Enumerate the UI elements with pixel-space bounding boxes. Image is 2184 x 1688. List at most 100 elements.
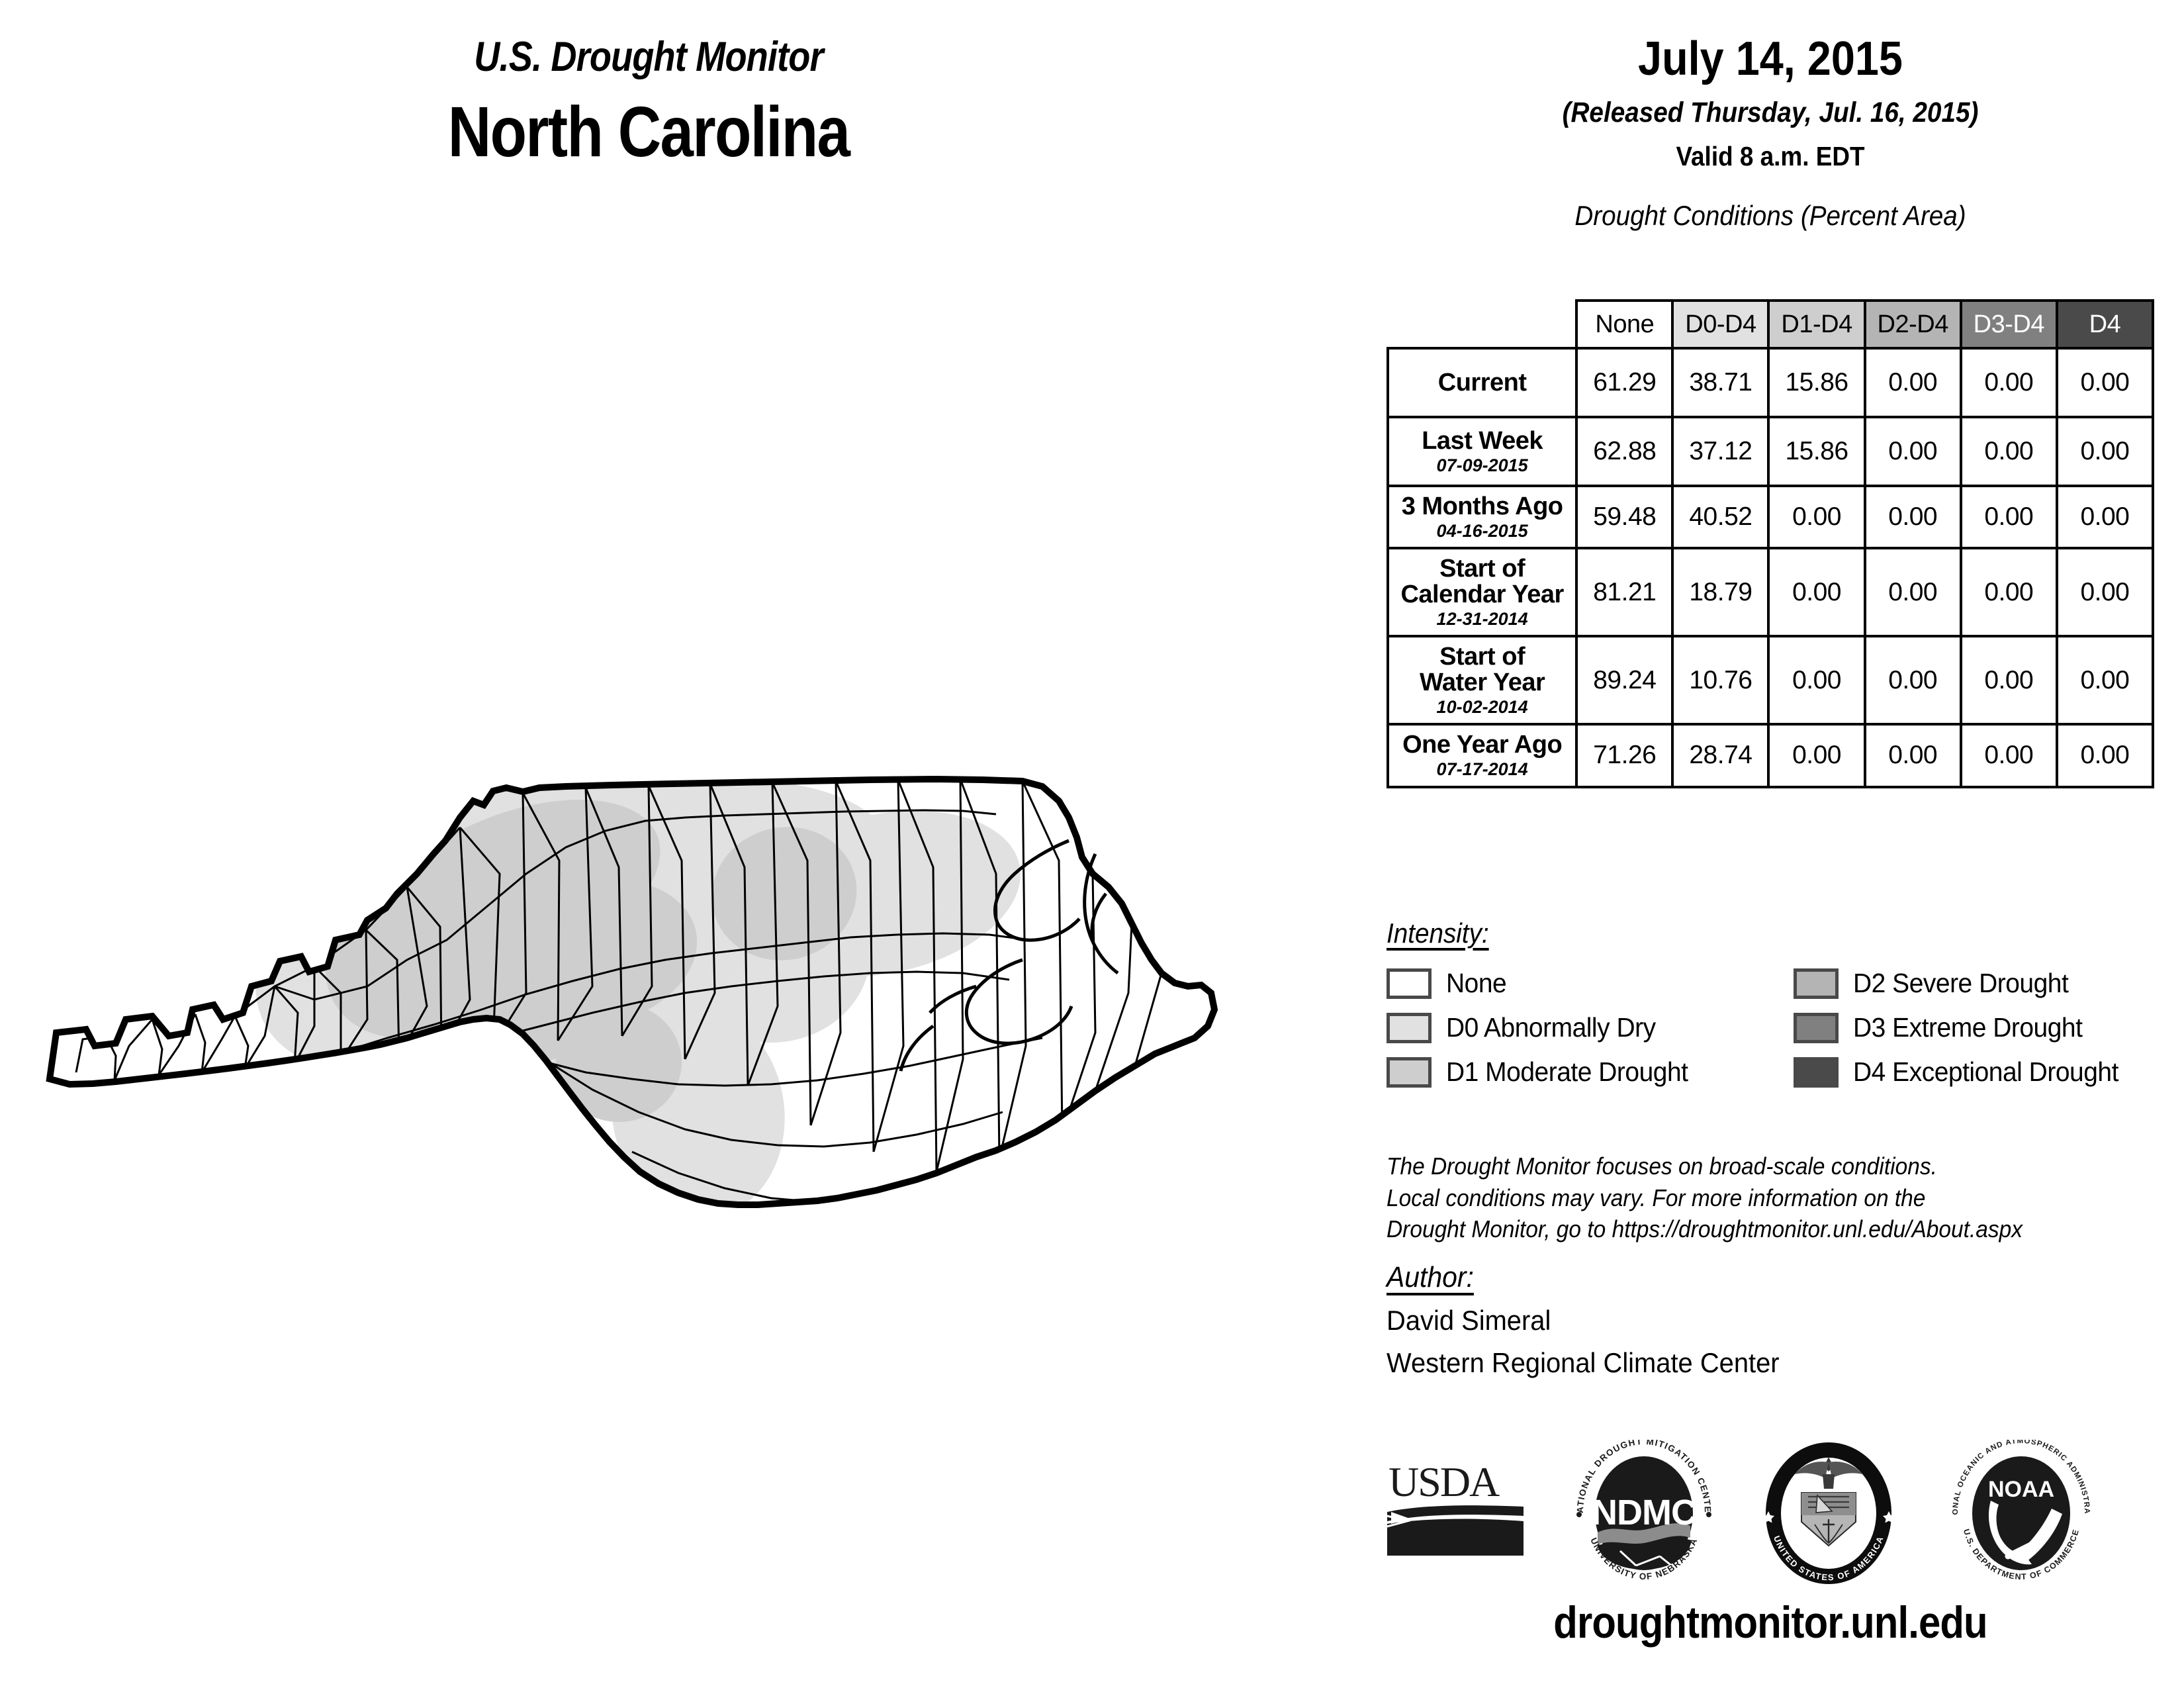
col-header-d1d4[interactable]: D1-D4 [1767,299,1866,350]
valid-date: July 14, 2015 [1638,32,1903,85]
svg-text:NDMC: NDMC [1592,1493,1696,1532]
table-header-row: None D0-D4 D1-D4 D2-D4 D3-D4 D4 [1388,299,2155,350]
row-label-last-week: Last Week 07-09-2015 [1386,416,1578,487]
cell-lastweek-d4: 0.00 [2055,416,2155,487]
col-header-d0d4[interactable]: D0-D4 [1671,299,1770,350]
row-label-start-calendar-year: Start of Calendar Year 12-31-2014 [1386,547,1578,638]
cell-wateryear-none: 89.24 [1575,635,1674,726]
author-heading: Author: [1387,1261,1474,1293]
cell-current-d4: 0.00 [2055,347,2155,418]
cell-oneyear-d1d4: 0.00 [1767,723,1866,788]
swatch-d4-icon [1794,1056,1839,1088]
cell-calyear-d4: 0.00 [2055,547,2155,638]
col-header-d2d4[interactable]: D2-D4 [1863,299,1962,350]
cell-3months-d4: 0.00 [2055,484,2155,550]
swatch-none-icon [1387,968,1432,999]
legend-item-d3[interactable]: D3 Extreme Drought [1794,1012,2181,1043]
legend-label-d2: D2 Severe Drought [1853,968,2069,998]
cell-3months-d0d4: 40.52 [1671,484,1770,550]
cell-oneyear-none: 71.26 [1575,723,1674,788]
cell-current-d2d4: 0.00 [1863,347,1962,418]
legend-label-d0: D0 Abnormally Dry [1446,1012,1656,1043]
state-outline [46,775,1218,1208]
cell-lastweek-d3d4: 0.00 [1959,416,2058,487]
disclaimer-block: The Drought Monitor focuses on broad-sca… [1387,1150,2167,1245]
legend-item-d4[interactable]: D4 Exceptional Drought [1794,1056,2181,1088]
legend-item-none[interactable]: None [1387,968,1794,999]
cell-oneyear-d4: 0.00 [2055,723,2155,788]
cell-wateryear-d3d4: 0.00 [1959,635,2058,726]
cell-oneyear-d3d4: 0.00 [1959,723,2058,788]
intensity-legend: Intensity: None D2 Severe Drought D0 Abn… [1387,917,2181,1088]
agency-logos: USDA NDMC NATIONAL DROUGHT MITI [1357,1432,2184,1590]
cell-calyear-d3d4: 0.00 [1959,547,2058,638]
cell-current-d1d4: 15.86 [1767,347,1866,418]
cell-lastweek-d0d4: 37.12 [1671,416,1770,487]
cell-wateryear-d2d4: 0.00 [1863,635,1962,726]
cell-wateryear-d1d4: 0.00 [1767,635,1866,726]
release-date: (Released Thursday, Jul. 16, 2015) [1562,97,1979,128]
svg-text:USDA: USDA [1388,1458,1500,1505]
valid-time: Valid 8 a.m. EDT [1676,141,1865,171]
col-header-d3d4[interactable]: D3-D4 [1959,299,2058,350]
swatch-d3-icon [1794,1012,1839,1043]
legend-label-d4: D4 Exceptional Drought [1853,1056,2118,1087]
table-row: 3 Months Ago 04-16-2015 59.48 40.52 0.00… [1386,484,2155,550]
cell-calyear-d2d4: 0.00 [1863,547,1962,638]
map-title-block: U.S. Drought Monitor North Carolina [0,33,1297,173]
ndmc-logo[interactable]: NDMC NATIONAL DROUGHT MITIGATION CENTER … [1563,1432,1721,1590]
legend-item-d2[interactable]: D2 Severe Drought [1794,968,2181,999]
row-label-one-year-ago: One Year Ago 07-17-2014 [1386,723,1578,788]
author-affiliation: Western Regional Climate Center [1387,1347,1780,1378]
cell-current-none: 61.29 [1575,347,1674,418]
legend-label-d3: D3 Extreme Drought [1853,1012,2083,1043]
table-row: One Year Ago 07-17-2014 71.26 28.74 0.00… [1386,723,2155,788]
row-label-current: Current [1386,347,1578,418]
author-block: Author: David Simeral Western Regional C… [1387,1261,1800,1379]
disclaimer-line-3[interactable]: Drought Monitor, go to https://droughtmo… [1387,1215,2023,1243]
col-header-d4[interactable]: D4 [2055,299,2155,350]
row-label-3-months-ago: 3 Months Ago 04-16-2015 [1386,484,1578,550]
date-header-block: July 14, 2015 (Released Thursday, Jul. 1… [1357,32,2184,232]
cell-calyear-none: 81.21 [1575,547,1674,638]
noaa-logo[interactable]: NOAA NATIONAL OCEANIC AND ATMOSPHERIC AD… [1941,1434,2098,1590]
cell-oneyear-d2d4: 0.00 [1863,723,1962,788]
legend-item-d1[interactable]: D1 Moderate Drought [1387,1056,1794,1088]
cell-3months-none: 59.48 [1575,484,1674,550]
cell-3months-d2d4: 0.00 [1863,484,1962,550]
author-name: David Simeral [1387,1305,1551,1336]
website-url[interactable]: droughtmonitor.unl.edu [1553,1597,1987,1648]
swatch-d0-icon [1387,1012,1432,1043]
table-caption: Drought Conditions (Percent Area) [1574,200,1966,231]
drought-map[interactable] [36,675,1300,1218]
table-row: Last Week 07-09-2015 62.88 37.12 15.86 0… [1386,416,2155,487]
table-row: Current 61.29 38.71 15.86 0.00 0.00 0.00 [1386,347,2155,418]
cell-current-d0d4: 38.71 [1671,347,1770,418]
legend-item-d0[interactable]: D0 Abnormally Dry [1387,1012,1794,1043]
legend-label-d1: D1 Moderate Drought [1446,1056,1688,1087]
cell-current-d3d4: 0.00 [1959,347,2058,418]
disclaimer-line-2: Local conditions may vary. For more info… [1387,1184,1926,1211]
legend-label-none: None [1446,968,1507,998]
cell-calyear-d1d4: 0.00 [1767,547,1866,638]
cell-3months-d1d4: 0.00 [1767,484,1866,550]
program-title: U.S. Drought Monitor [474,34,823,80]
usda-logo[interactable]: USDA [1383,1455,1529,1571]
doc-seal[interactable]: DEPARTMENT OF COMMERCE UNITED STATES OF … [1754,1434,1903,1590]
swatch-d2-icon [1794,968,1839,999]
col-header-none[interactable]: None [1575,299,1674,350]
table-row: Start of Calendar Year 12-31-2014 81.21 … [1386,547,2155,638]
cell-calyear-d0d4: 18.79 [1671,547,1770,638]
cell-oneyear-d0d4: 28.74 [1671,723,1770,788]
cell-wateryear-d4: 0.00 [2055,635,2155,726]
cell-lastweek-d2d4: 0.00 [1863,416,1962,487]
disclaimer-line-1: The Drought Monitor focuses on broad-sca… [1387,1152,1937,1180]
row-label-start-water-year: Start of Water Year 10-02-2014 [1386,635,1578,726]
state-title: North Carolina [447,91,850,171]
svg-text:NOAA: NOAA [1988,1477,2054,1502]
cell-lastweek-none: 62.88 [1575,416,1674,487]
drought-conditions-table: None D0-D4 D1-D4 D2-D4 D3-D4 D4 Current … [1386,299,2155,788]
table-row: Start of Water Year 10-02-2014 89.24 10.… [1386,635,2155,726]
cell-wateryear-d0d4: 10.76 [1671,635,1770,726]
legend-heading: Intensity: [1387,917,1489,949]
